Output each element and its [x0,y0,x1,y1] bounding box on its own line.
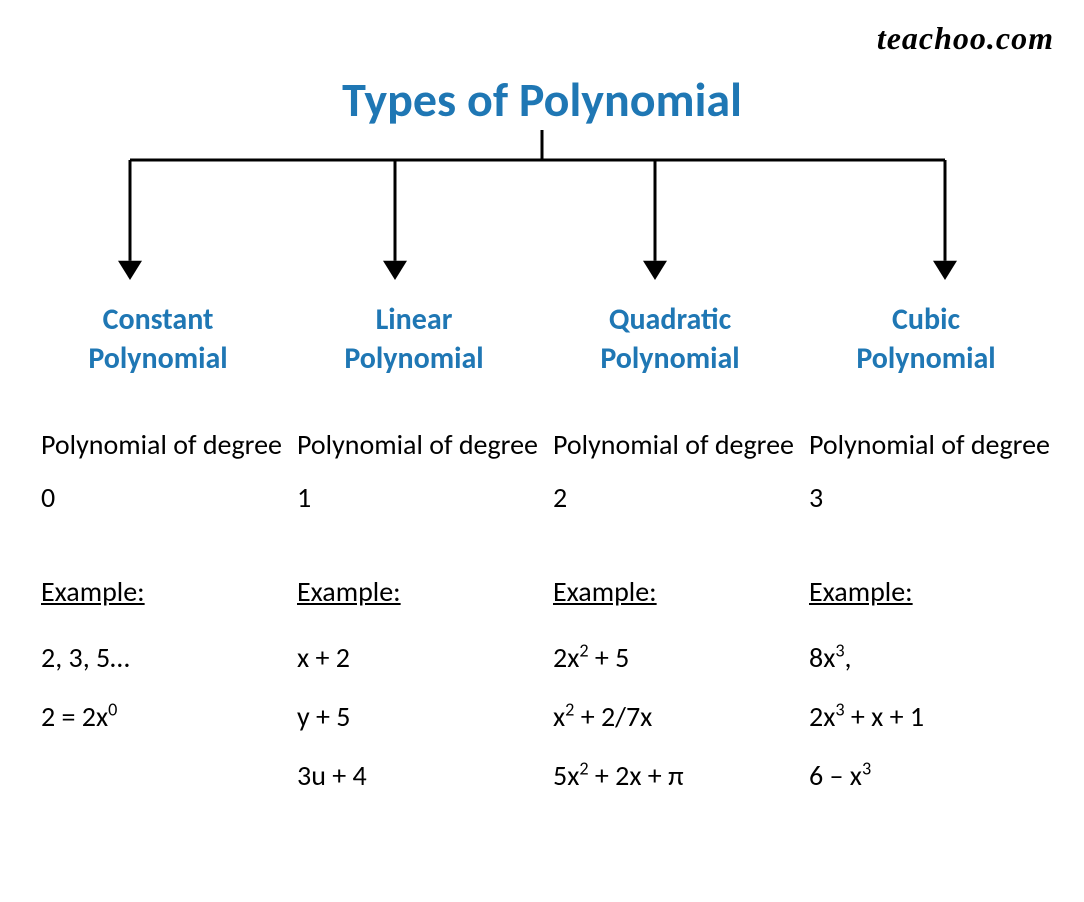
column-description: Polynomial of degree 0 [33,418,283,524]
polynomial-column-1: LinearPolynomial Polynomial of degree 1 Ex… [289,300,539,806]
page-title: Types of Polynomial [342,70,742,129]
column-title: LinearPolynomial [289,300,539,378]
column-title: ConstantPolynomial [33,300,283,378]
column-title: CubicPolynomial [801,300,1051,378]
column-title: QuadraticPolynomial [545,300,795,378]
example-label: Example: [801,574,913,609]
column-description: Polynomial of degree 2 [545,418,795,524]
column-description: Polynomial of degree 3 [801,418,1051,524]
polynomial-column-2: QuadraticPolynomial Polynomial of degree … [545,300,795,806]
example-label: Example: [545,574,657,609]
example-list: x + 2y + 53u + 4 [289,629,367,805]
example-list: 8x3,2x3 + x + 16 – x3 [801,629,924,805]
column-description: Polynomial of degree 1 [289,418,539,524]
polynomial-column-0: ConstantPolynomial Polynomial of degree 0… [33,300,283,806]
example-list: 2, 3, 5…2 = 2x0 [33,629,130,747]
example-label: Example: [289,574,401,609]
polynomial-column-3: CubicPolynomial Polynomial of degree 3 Exa… [801,300,1051,806]
example-label: Example: [33,574,145,609]
tree-diagram [0,130,1084,300]
watermark-text: teachoo.com [877,20,1054,57]
columns-container: ConstantPolynomial Polynomial of degree 0… [0,300,1084,806]
example-list: 2x2 + 5x2 + 2/7x5x2 + 2x + π [545,629,684,805]
